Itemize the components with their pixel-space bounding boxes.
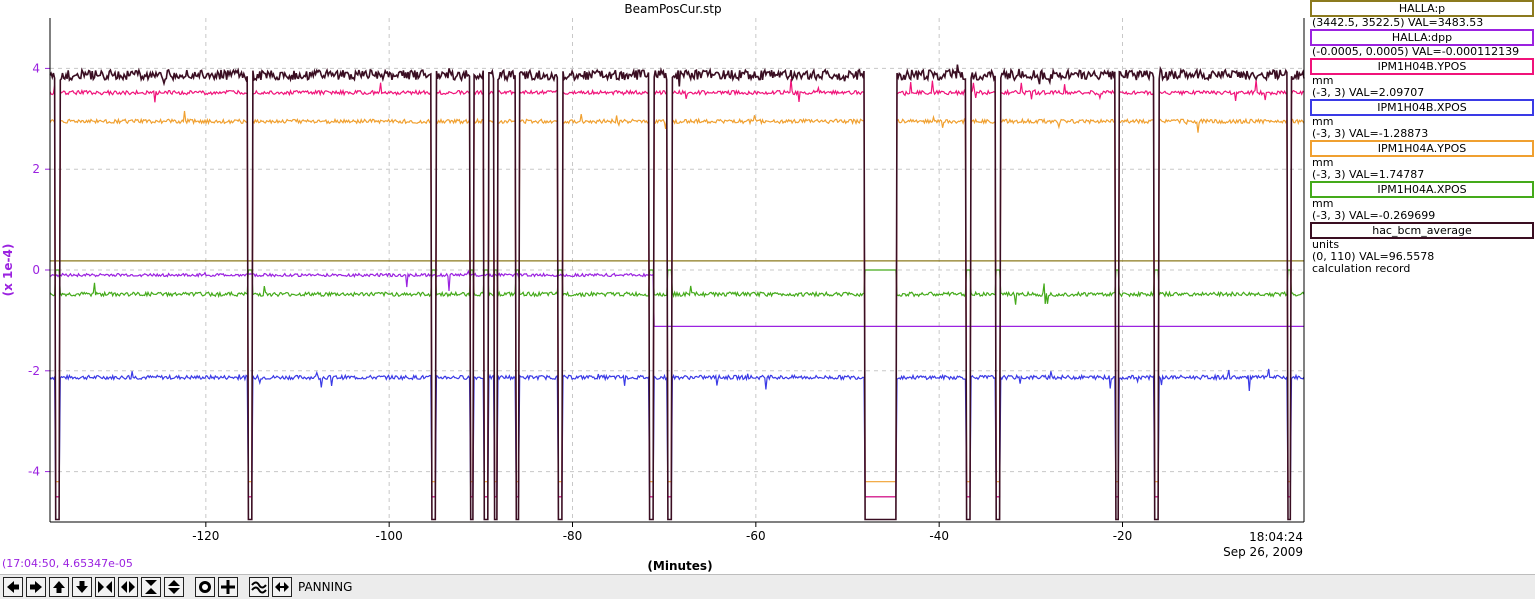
legend-box[interactable]: IPM1H04A.YPOS bbox=[1310, 140, 1534, 157]
zoom-out-y-button[interactable] bbox=[164, 577, 184, 597]
arrow-left-icon bbox=[7, 581, 19, 593]
arrow-down-icon bbox=[76, 581, 88, 593]
zoom-in-x-button[interactable] bbox=[95, 577, 115, 597]
legend-box[interactable]: HALLA:p bbox=[1310, 0, 1534, 17]
pan-down-button[interactable] bbox=[72, 577, 92, 597]
legend-box[interactable]: IPM1H04A.XPOS bbox=[1310, 181, 1534, 198]
y-tick-label: 2 bbox=[32, 162, 40, 176]
cursor-coordinate-readout: (17:04:50, 4.65347e-05 bbox=[2, 557, 133, 570]
series-line-hac-bcm-average bbox=[49, 64, 1305, 521]
series-line-ipm1h04b-ypos bbox=[49, 78, 1305, 498]
y-tick-label: 0 bbox=[32, 263, 40, 277]
autoscale-button[interactable] bbox=[249, 577, 269, 597]
autoscale-icon bbox=[251, 581, 267, 594]
zoom-out-x-button[interactable] bbox=[118, 577, 138, 597]
series-line-ipm1h04b-xpos bbox=[49, 368, 1305, 498]
crosshair-icon bbox=[221, 580, 235, 594]
legend-range-val: (-0.0005, 0.0005) VAL=-0.000112139 bbox=[1312, 45, 1520, 58]
pan-up-button[interactable] bbox=[49, 577, 69, 597]
y-axis-label: (x 1e-4) bbox=[1, 244, 15, 297]
legend-extra: calculation record bbox=[1312, 262, 1411, 275]
x-tick-label: -40 bbox=[929, 529, 949, 543]
zoom-out-x-icon bbox=[121, 581, 135, 593]
plot-area[interactable]: BeamPosCur.stp -120 -100 -80 -60 -40 -20 4 2 0 -2… bbox=[0, 0, 1308, 574]
legend-entry-ipm1h04a-xpos[interactable]: IPM1H04A.XPOS mm (-3, 3) VAL=-0.269699 bbox=[1310, 181, 1534, 222]
x-tick-label: -20 bbox=[1113, 529, 1133, 543]
legend-entry-ipm1h04b-ypos[interactable]: IPM1H04B.YPOS mm (-3, 3) VAL=2.09707 bbox=[1310, 58, 1534, 99]
legend-range-val: (-3, 3) VAL=2.09707 bbox=[1312, 86, 1425, 99]
legend-unit: mm bbox=[1312, 74, 1334, 87]
zoom-in-y-button[interactable] bbox=[141, 577, 161, 597]
zoom-out-y-icon bbox=[168, 580, 180, 594]
pan-mode-button[interactable] bbox=[272, 577, 292, 597]
end-time-label: 18:04:24 bbox=[1249, 530, 1303, 544]
legend-unit: mm bbox=[1312, 156, 1334, 169]
legend: HALLA:p (3442.5, 3522.5) VAL=3483.53 HAL… bbox=[1310, 0, 1534, 275]
legend-range-val: (-3, 3) VAL=1.74787 bbox=[1312, 168, 1425, 181]
legend-unit: mm bbox=[1312, 197, 1334, 210]
arrow-right-icon bbox=[30, 581, 42, 593]
series-line-ipm1h04a-xpos bbox=[49, 269, 1305, 305]
legend-box[interactable]: hac_bcm_average bbox=[1310, 222, 1534, 239]
pan-right-button[interactable] bbox=[26, 577, 46, 597]
legend-entry-halla-dpp[interactable]: HALLA:dpp (-0.0005, 0.0005) VAL=-0.00011… bbox=[1310, 29, 1534, 58]
y-tick-label: 4 bbox=[32, 61, 40, 75]
legend-box[interactable]: IPM1H04B.XPOS bbox=[1310, 99, 1534, 116]
x-tick-label: -60 bbox=[746, 529, 766, 543]
mode-label: PANNING bbox=[298, 580, 353, 594]
zoom-in-x-icon bbox=[98, 581, 112, 593]
legend-range-val: (0, 110) VAL=96.5578 bbox=[1312, 250, 1435, 263]
arrow-up-icon bbox=[53, 581, 65, 593]
zoom-in-y-icon bbox=[145, 580, 157, 594]
legend-entry-halla-p[interactable]: HALLA:p (3442.5, 3522.5) VAL=3483.53 bbox=[1310, 0, 1534, 29]
legend-entry-ipm1h04a-ypos[interactable]: IPM1H04A.YPOS mm (-3, 3) VAL=1.74787 bbox=[1310, 140, 1534, 181]
zoom-box-icon bbox=[199, 581, 211, 593]
pan-mode-icon bbox=[275, 582, 289, 592]
legend-entry-hac-bcm-average[interactable]: hac_bcm_average units (0, 110) VAL=96.55… bbox=[1310, 222, 1534, 275]
legend-entry-ipm1h04b-xpos[interactable]: IPM1H04B.XPOS mm (-3, 3) VAL=-1.28873 bbox=[1310, 99, 1534, 140]
series-line-ipm1h04a-ypos bbox=[49, 110, 1305, 483]
x-axis-label: (Minutes) bbox=[647, 559, 712, 573]
legend-unit: units bbox=[1312, 238, 1340, 251]
toolbar: PANNING bbox=[0, 574, 1535, 599]
y-tick-label: -4 bbox=[28, 465, 40, 479]
chart-title: BeamPosCur.stp bbox=[624, 2, 721, 16]
x-tick-label: -120 bbox=[192, 529, 219, 543]
pan-left-button[interactable] bbox=[3, 577, 23, 597]
x-tick-label: -80 bbox=[563, 529, 583, 543]
legend-box[interactable]: IPM1H04B.YPOS bbox=[1310, 58, 1534, 75]
series-line-halla-dpp bbox=[49, 269, 1304, 327]
legend-range-val: (3442.5, 3522.5) VAL=3483.53 bbox=[1312, 16, 1484, 29]
crosshair-button[interactable] bbox=[218, 577, 238, 597]
legend-box[interactable]: HALLA:dpp bbox=[1310, 29, 1534, 46]
x-tick-label: -100 bbox=[376, 529, 403, 543]
legend-range-val: (-3, 3) VAL=-0.269699 bbox=[1312, 209, 1436, 222]
legend-range-val: (-3, 3) VAL=-1.28873 bbox=[1312, 127, 1429, 140]
end-date-label: Sep 26, 2009 bbox=[1223, 545, 1303, 559]
zoom-box-button[interactable] bbox=[195, 577, 215, 597]
legend-unit: mm bbox=[1312, 115, 1334, 128]
y-tick-label: -2 bbox=[28, 364, 40, 378]
